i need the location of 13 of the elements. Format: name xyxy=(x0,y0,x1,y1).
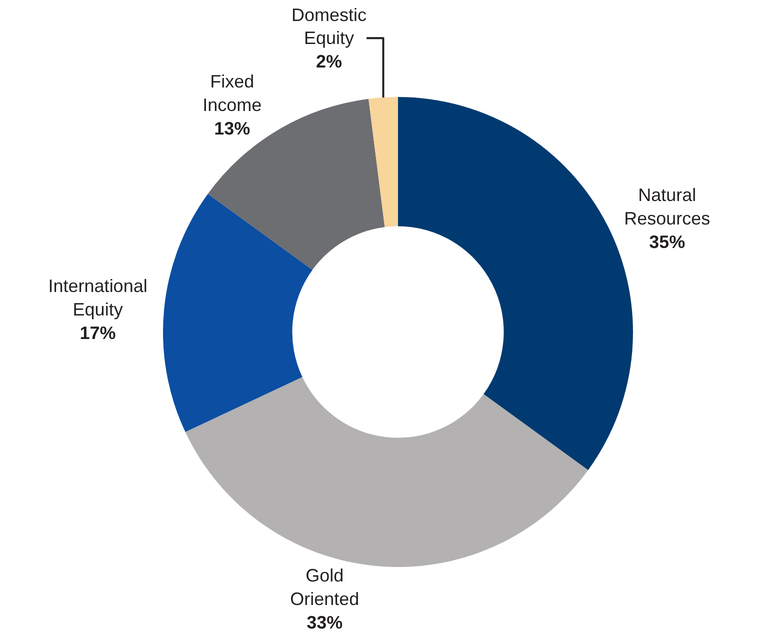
data-label: 17% xyxy=(80,322,116,343)
data-label: 33% xyxy=(306,612,343,632)
donut-slice xyxy=(163,194,312,432)
slice-label: Domestic Equity xyxy=(292,4,367,48)
slice-label: International Equity xyxy=(48,276,148,320)
donut-slice xyxy=(368,97,398,228)
slice-label: Fixed Income xyxy=(202,72,262,115)
data-label: 35% xyxy=(649,232,686,252)
slice-label: Natural Resources xyxy=(624,185,710,228)
slice-label: Gold Oriented xyxy=(290,566,360,610)
data-label: 13% xyxy=(214,118,250,138)
data-label: 2% xyxy=(316,52,342,72)
donut-slice xyxy=(185,377,588,567)
